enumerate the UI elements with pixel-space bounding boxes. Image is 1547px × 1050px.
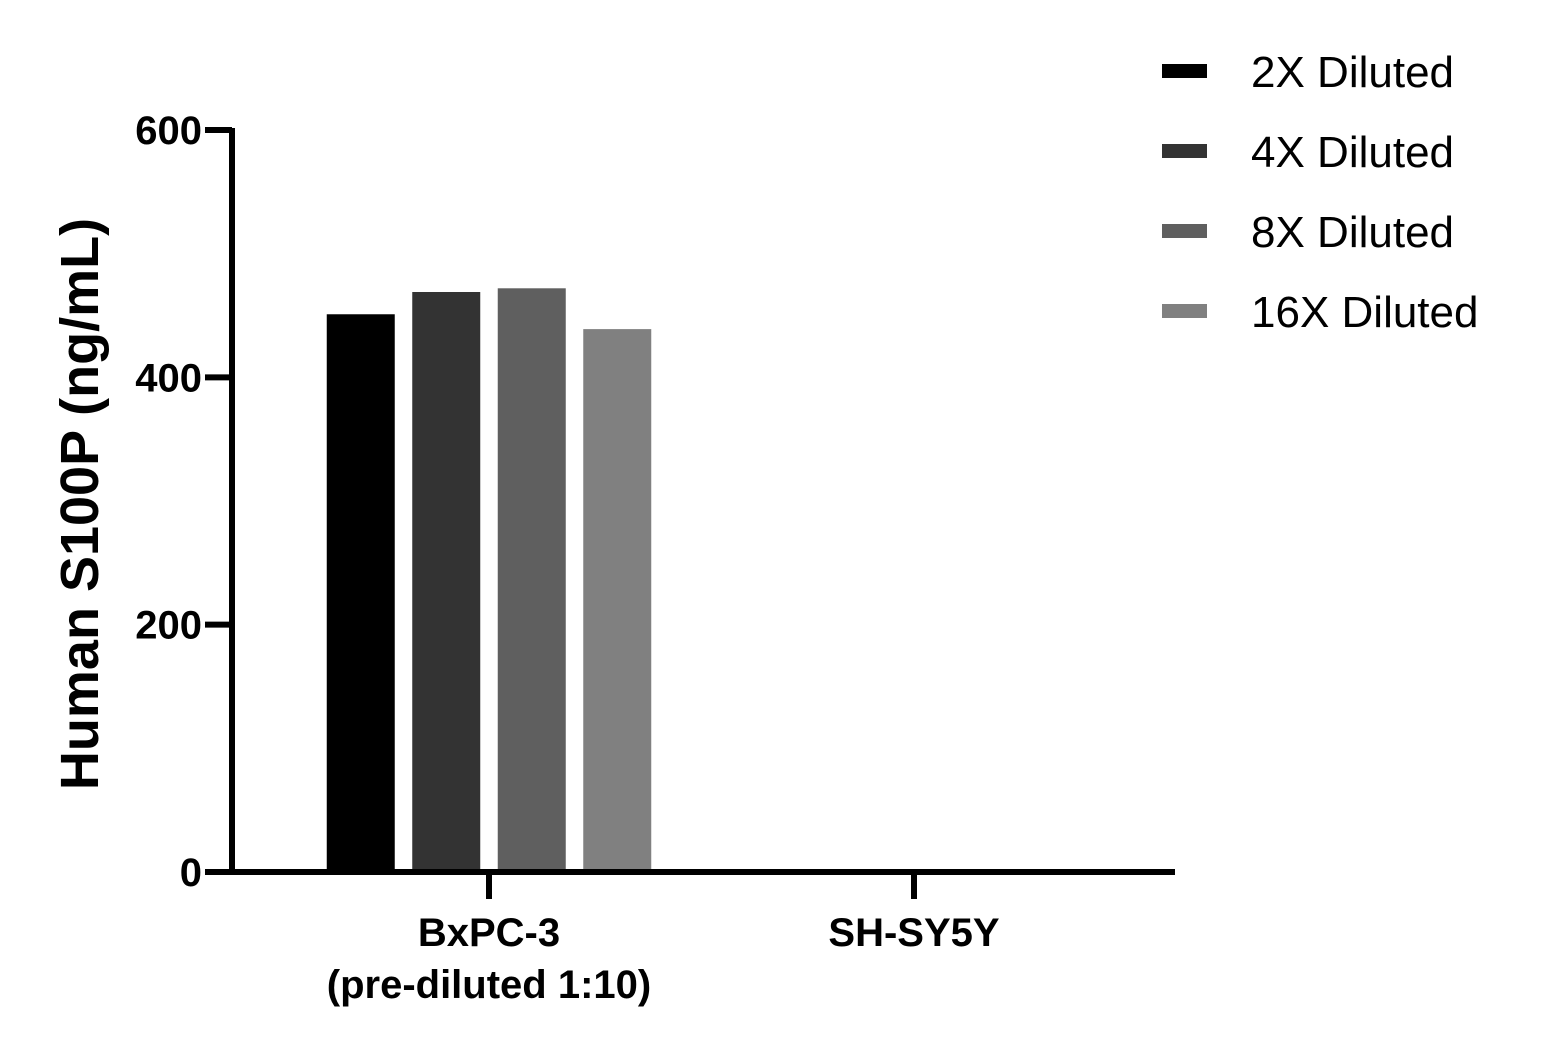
y-tick-label: 200 — [135, 604, 202, 648]
legend-swatch — [1162, 144, 1207, 158]
axes-group: 0 200 400 600 BxPC-3 (pre-diluted 1:10) SH-SY5… — [135, 109, 1175, 1007]
bar — [326, 314, 395, 873]
legend-label: 4X Diluted — [1251, 128, 1454, 177]
legend: 2X Diluted 4X Diluted 8X Diluted 16X Dilute… — [1162, 48, 1478, 337]
x-category-label: BxPC-3 — [418, 911, 560, 955]
legend-label: 16X Diluted — [1251, 288, 1478, 337]
legend-label: 2X Diluted — [1251, 48, 1454, 97]
y-tick-label: 400 — [135, 356, 202, 400]
legend-swatch — [1162, 224, 1207, 238]
y-axis-title: Human S100P (ng/mL) — [50, 218, 110, 790]
x-category-label: SH-SY5Y — [828, 911, 999, 955]
bar — [583, 329, 652, 872]
bar — [412, 292, 481, 873]
y-tick-label: 600 — [135, 109, 202, 153]
legend-swatch — [1162, 304, 1207, 318]
legend-label: 8X Diluted — [1251, 208, 1454, 257]
y-tick-label: 0 — [180, 851, 202, 895]
legend-swatch — [1162, 64, 1207, 78]
y-axis-title-group: Human S100P (ng/mL) — [50, 218, 110, 790]
bars-group — [326, 288, 652, 873]
bar — [497, 288, 566, 872]
x-category-label: (pre-diluted 1:10) — [327, 963, 651, 1007]
